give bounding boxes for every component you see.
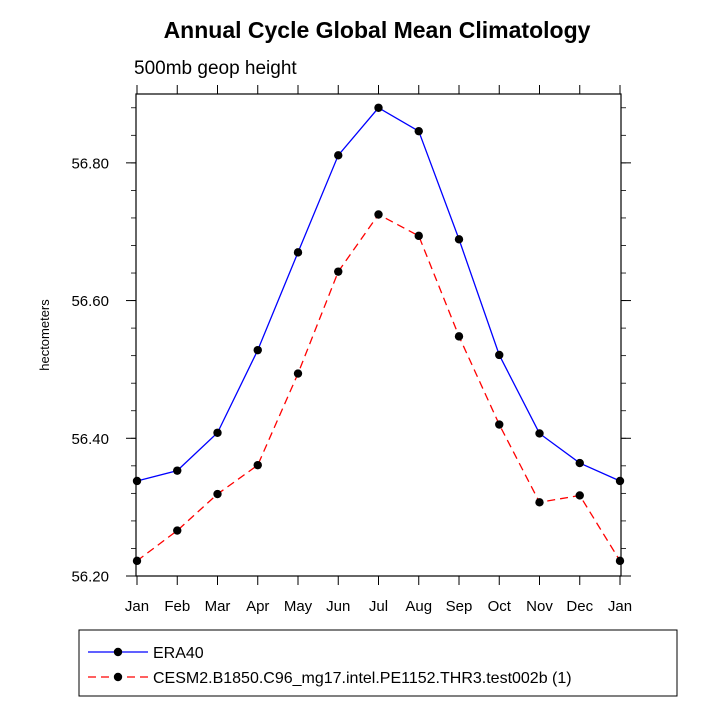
- series-1-point: [253, 345, 262, 355]
- series-2-point: [334, 267, 343, 276]
- x-tick-label: Oct: [488, 598, 512, 615]
- plot-area: Jan Feb Mar Apr May Jun Jul Aug Sep Oct Nov Dec Jan …: [71, 85, 632, 615]
- legend-marker-2: [113, 672, 123, 682]
- series-1-point: [374, 103, 383, 112]
- series-2-point: [213, 489, 222, 499]
- series-2-point: [535, 498, 544, 507]
- x-tick-label: Apr: [246, 598, 269, 615]
- x-tick-label: Nov: [526, 598, 553, 615]
- series-1-point: [213, 428, 222, 437]
- legend-box: [78, 629, 678, 697]
- x-tick-label: Aug: [405, 598, 432, 615]
- series-1-point: [173, 466, 182, 475]
- series-2-point: [132, 556, 142, 566]
- series-2-point: [454, 332, 464, 341]
- series-1-point: [334, 151, 343, 160]
- series-2-point: [374, 210, 383, 219]
- x-axis: Jan Feb Mar Apr May Jun Jul Aug Sep Oct Nov Dec Jan: [125, 85, 632, 615]
- series-1-point: [495, 350, 504, 360]
- series-2-point: [575, 491, 584, 500]
- series-layer: [132, 103, 625, 566]
- y-axis-label: hectometers: [37, 299, 52, 371]
- x-tick-label: Dec: [566, 598, 593, 615]
- series-1-point: [615, 476, 625, 486]
- series-2-point: [615, 556, 625, 566]
- plot-frame: [135, 93, 622, 577]
- series-2-point: [414, 231, 423, 241]
- series-1-point: [575, 458, 584, 468]
- x-tick-label: May: [284, 598, 313, 615]
- series-line-1: [136, 106, 621, 482]
- legend-marker-1: [113, 647, 123, 657]
- series-1-point: [414, 126, 423, 136]
- y-tick-label: 56.20: [71, 569, 109, 586]
- x-tick-label: Jan: [608, 598, 632, 615]
- chart-title: Annual Cycle Global Mean Climatology: [164, 17, 591, 43]
- series-2-point: [293, 369, 303, 378]
- series-2-point: [253, 460, 262, 470]
- series-1-point: [132, 476, 142, 486]
- x-tick-label: Jun: [326, 598, 350, 615]
- y-tick-label: 56.40: [71, 431, 109, 448]
- y-axis: 56.20 56.40 56.60 56.80: [71, 155, 631, 586]
- legend-label-2: CESM2.B1850.C96_mg17.intel.PE1152.THR3.t…: [153, 670, 572, 687]
- x-tick-label: Mar: [205, 598, 231, 615]
- x-tick-label: Feb: [164, 598, 190, 615]
- series-2-point: [173, 526, 182, 535]
- minor-ticks: [131, 107, 626, 577]
- y-tick-label: 56.60: [71, 293, 109, 310]
- chart-subtitle: 500mb geop height: [134, 58, 297, 79]
- series-1-point: [293, 248, 303, 257]
- series-1-point: [535, 429, 544, 438]
- series-1-point: [454, 235, 464, 244]
- legend-items: ERA40 CESM2.B1850.C96_mg17.intel.PE1152.T…: [88, 645, 572, 687]
- x-tick-label: Jul: [369, 598, 388, 615]
- x-tick-label: Jan: [125, 598, 149, 615]
- x-tick-label: Sep: [446, 598, 473, 615]
- legend: ERA40 CESM2.B1850.C96_mg17.intel.PE1152.T…: [78, 629, 678, 697]
- legend-label-1: ERA40: [153, 645, 204, 662]
- series-line-2: [136, 213, 621, 562]
- y-tick-label: 56.80: [71, 155, 109, 172]
- series-2-point: [495, 420, 504, 429]
